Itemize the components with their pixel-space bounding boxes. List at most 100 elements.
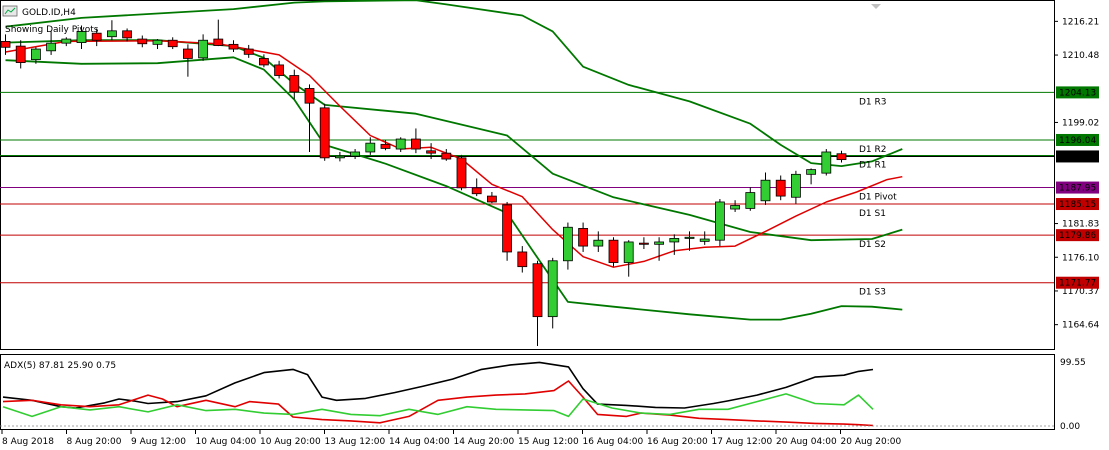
candle[interactable] xyxy=(182,44,193,77)
candle[interactable] xyxy=(289,69,300,100)
candle[interactable] xyxy=(0,34,11,55)
candle[interactable] xyxy=(775,175,786,201)
candle-body xyxy=(471,187,482,195)
candle[interactable] xyxy=(821,149,832,176)
candle[interactable] xyxy=(684,231,695,251)
candle-body xyxy=(152,39,163,45)
candle-body xyxy=(532,263,543,318)
candle[interactable] xyxy=(258,54,269,68)
candle[interactable] xyxy=(228,40,239,52)
candle[interactable] xyxy=(547,257,558,329)
candle[interactable] xyxy=(107,20,117,41)
time-tick-label: 9 Aug 12:00 xyxy=(131,437,186,447)
time-tick-label: 20 Aug 20:00 xyxy=(841,437,902,447)
candle[interactable] xyxy=(456,154,467,191)
candle[interactable] xyxy=(137,35,148,48)
candle[interactable] xyxy=(502,201,513,261)
candle[interactable] xyxy=(319,103,330,161)
candle[interactable] xyxy=(213,19,224,47)
candle[interactable] xyxy=(350,149,361,160)
candle[interactable] xyxy=(61,37,72,47)
candle-body xyxy=(213,38,224,46)
candle[interactable] xyxy=(441,149,452,161)
adx-lines xyxy=(0,361,1054,427)
candle[interactable] xyxy=(46,31,56,55)
candle-body xyxy=(258,58,269,66)
candle[interactable] xyxy=(760,172,771,205)
scroll-marker-icon[interactable] xyxy=(871,4,881,9)
candle[interactable] xyxy=(836,150,847,163)
candle-body xyxy=(15,45,26,63)
candle[interactable] xyxy=(167,37,178,50)
candle[interactable] xyxy=(198,34,209,61)
level-price-tag xyxy=(1056,276,1099,289)
candle[interactable] xyxy=(639,237,649,250)
candle-body xyxy=(0,41,11,48)
candle[interactable] xyxy=(122,28,132,42)
adx-axis: 99.55 0.00 xyxy=(1060,358,1086,432)
candle-body xyxy=(365,142,376,153)
candle[interactable] xyxy=(380,140,391,151)
candle-body xyxy=(122,30,132,39)
candle-body xyxy=(593,239,604,247)
candle[interactable] xyxy=(699,231,710,245)
level-price-tag xyxy=(1056,198,1099,211)
candle[interactable] xyxy=(791,170,801,204)
time-tick-label: 15 Aug 12:00 xyxy=(518,437,579,447)
candle[interactable] xyxy=(334,151,345,162)
candle[interactable] xyxy=(471,178,482,197)
candle[interactable] xyxy=(304,84,315,152)
candle[interactable] xyxy=(243,44,254,58)
candle[interactable] xyxy=(669,234,680,255)
candle[interactable] xyxy=(486,191,497,204)
candle-body xyxy=(547,260,558,318)
candle[interactable] xyxy=(426,143,437,160)
symbol-icon-mark xyxy=(4,7,16,15)
candles[interactable] xyxy=(0,19,847,347)
candle-body xyxy=(91,32,102,41)
candle[interactable] xyxy=(152,39,163,50)
price-tick-label: 1216.21 xyxy=(1062,17,1099,27)
candle[interactable] xyxy=(623,240,634,277)
candle[interactable] xyxy=(578,222,588,252)
candle-body xyxy=(563,226,573,262)
candle[interactable] xyxy=(410,128,421,154)
candle[interactable] xyxy=(745,187,756,211)
candle[interactable] xyxy=(593,231,604,252)
candle[interactable] xyxy=(30,47,41,64)
level-price-tag-text: 1196.04 xyxy=(1059,136,1096,146)
candle[interactable] xyxy=(517,246,528,273)
level-price-tag-text: 1171.77 xyxy=(1059,279,1096,289)
candle[interactable] xyxy=(91,28,102,47)
candle[interactable] xyxy=(654,237,664,261)
candle[interactable] xyxy=(806,168,816,185)
candle-body xyxy=(456,157,467,189)
price-tick-label: 1181.83 xyxy=(1062,220,1099,230)
pivot-lines xyxy=(0,91,1054,284)
level-price-tag-text: 1204.13 xyxy=(1059,88,1096,98)
candle[interactable] xyxy=(365,137,376,155)
level-price-tag xyxy=(1056,133,1099,146)
candle[interactable] xyxy=(395,137,406,152)
adx-main-line xyxy=(2,361,874,409)
candle[interactable] xyxy=(730,200,740,212)
band-lower-line xyxy=(5,56,903,321)
candle[interactable] xyxy=(532,260,543,347)
candle[interactable] xyxy=(274,60,285,79)
candle[interactable] xyxy=(608,237,619,267)
candle[interactable] xyxy=(15,40,26,69)
candle-body xyxy=(669,238,680,243)
candle[interactable] xyxy=(715,199,725,247)
level-name: D1 S2 xyxy=(859,240,886,250)
level-price-tag xyxy=(1056,229,1099,242)
candle[interactable] xyxy=(563,222,573,270)
candle-body xyxy=(578,228,588,247)
symbol-title: GOLD.ID,H4 xyxy=(22,8,76,18)
level-name: D1 S1 xyxy=(859,209,886,219)
candle-body xyxy=(319,107,330,159)
candle[interactable] xyxy=(76,25,87,50)
candle-body xyxy=(806,169,816,175)
candle-body xyxy=(821,151,832,174)
candle-body xyxy=(639,242,649,245)
